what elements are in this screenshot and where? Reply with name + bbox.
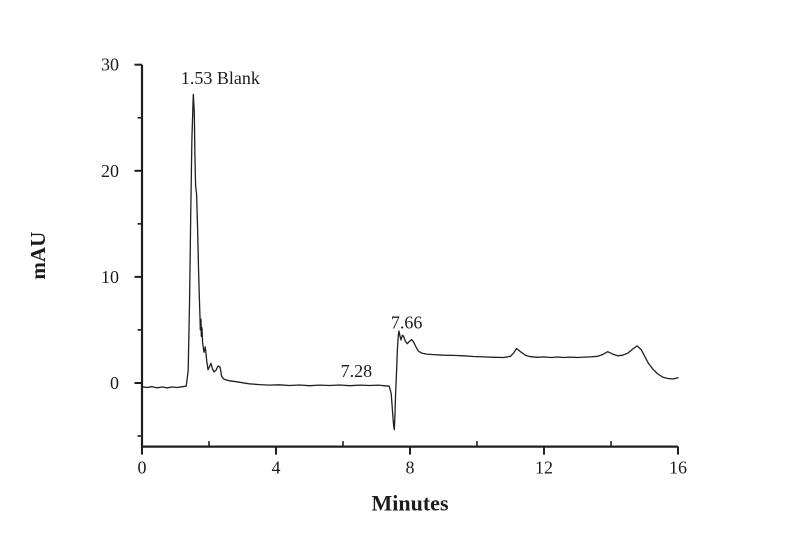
peak-label: 7.66 (391, 312, 423, 332)
y-axis-title: mAU (26, 232, 50, 280)
x-axis-title: Minutes (372, 491, 449, 516)
y-tick-label: 20 (101, 161, 119, 181)
y-tick-label: 0 (110, 373, 119, 393)
chromatogram-trace (141, 93, 679, 431)
y-tick-label: 10 (101, 267, 119, 287)
x-tick-label: 4 (272, 458, 281, 478)
peak-label: 7.28 (341, 361, 373, 381)
x-tick-label: 16 (669, 458, 687, 478)
y-tick-label: 30 (101, 55, 119, 75)
axes-frame (140, 64, 678, 448)
x-tick-label: 8 (406, 458, 415, 478)
x-tick-label: 12 (535, 458, 553, 478)
x-tick-label: 0 (138, 458, 147, 478)
peak-label: 1.53 Blank (181, 68, 260, 88)
